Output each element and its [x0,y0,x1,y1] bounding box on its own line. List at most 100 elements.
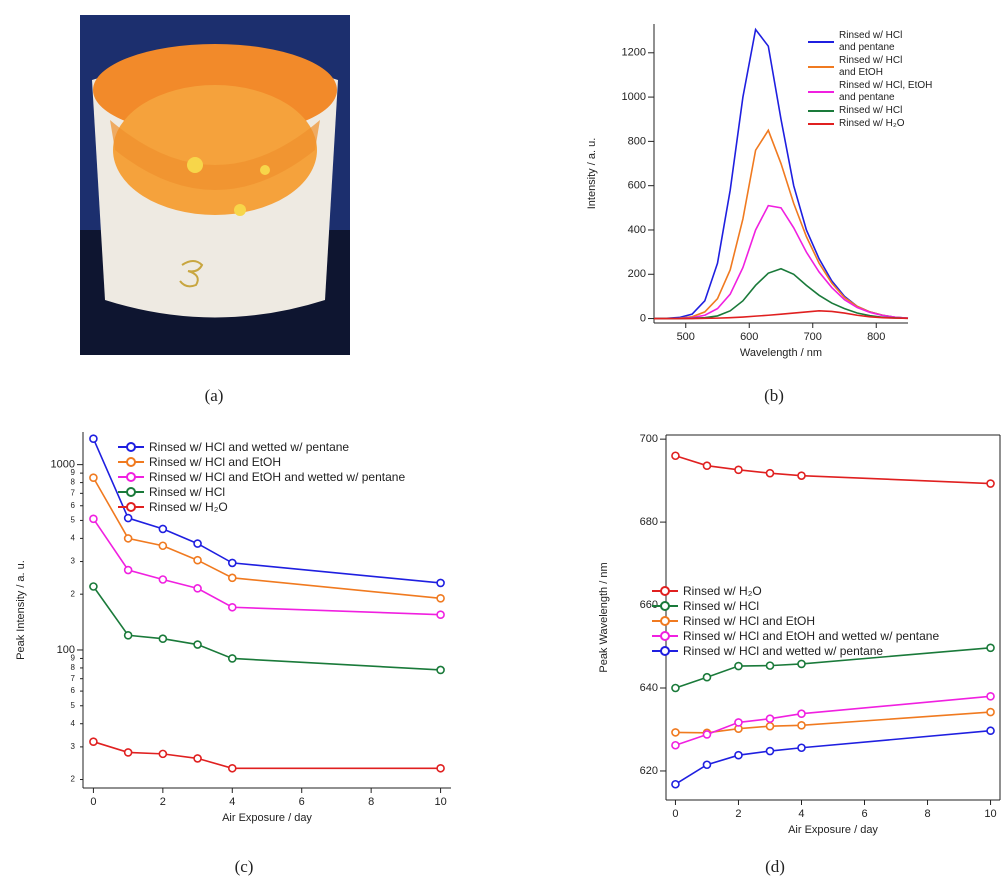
legend-entry: Rinsed w/ HCl [118,485,405,499]
data-point [986,479,995,488]
y-tick-label: 700 [640,433,658,445]
data-point [986,643,995,653]
y-tick-label: 7 [71,488,76,497]
legend: Rinsed w/ HCl and wetted w/ pentane Rinse… [118,440,405,515]
data-point [193,539,202,548]
data-point [765,721,775,731]
legend-label: Rinsed w/ HCl and EtOH and wetted w/ pen… [149,470,406,484]
legend-label: Rinsed w/ HCl and EtOH [149,455,282,469]
y-axis-label: Peak Wavelength / nm [598,562,610,672]
legend-label: Rinsed w/ HCl [839,105,903,116]
data-point [227,573,237,583]
legend-label: Rinsed w/ HCl and wetted w/ pentane [683,644,884,658]
data-point [227,558,237,568]
y-tick-label: 2 [71,775,76,784]
legend-marker [126,502,136,512]
y-tick-label: 9 [71,468,76,477]
y-tick-label: 3 [71,557,76,566]
data-point [671,451,680,461]
data-point [734,661,743,671]
y-tick-label: 9 [71,654,76,663]
y-tick-label: 4 [71,533,76,542]
data-point [193,640,202,649]
series-line [92,477,441,600]
data-point [227,654,237,663]
data-point [765,661,775,670]
series-line [92,518,441,616]
legend-entry: Rinsed w/ HCl [808,105,932,117]
x-tick-label: 8 [368,796,374,808]
legend-marker [660,646,670,656]
y-tick-label: 7 [71,674,76,683]
legend-entry: Rinsed w/ H₂O [652,584,939,598]
y-tick-label: 6 [71,686,76,695]
legend-entry: Rinsed w/ HCl and wetted w/ pentane [652,644,939,658]
x-tick-label: 8 [924,808,930,820]
x-tick-label: 4 [229,796,235,808]
legend-entry: Rinsed w/ HCl and wetted w/ pentane [118,440,405,454]
legend-entry: Rinsed w/ HCl and EtOH [808,55,932,79]
x-tick-label: 0 [672,808,678,820]
legend-entry: Rinsed w/ HCl, EtOH and pentane [808,80,932,104]
y-tick-label: 600 [628,180,646,192]
data-point [734,465,743,475]
y-tick-label: 800 [628,135,646,147]
legend-marker [660,616,670,626]
data-point [158,749,168,759]
data-point [797,471,806,480]
x-tick-label: 600 [740,331,758,343]
y-tick-label: 1000 [51,459,75,471]
data-point [734,718,743,727]
data-point [797,659,806,669]
legend-swatch [118,457,144,467]
y-tick-label: 8 [71,663,76,672]
y-tick-label: 660 [640,599,658,611]
legend-entry: Rinsed w/ HCl [652,599,939,613]
legend-label: Rinsed w/ HCl [149,485,226,499]
series-line [92,438,441,584]
legend: Rinsed w/ HCl and pentane Rinsed w/ HCl a… [808,30,932,131]
legend-swatch [652,601,678,611]
legend-marker [660,601,670,611]
legend-label: Rinsed w/ HCl, EtOH and pentane [839,80,933,103]
legend-marker [126,457,136,467]
data-point [436,578,445,588]
x-axis-label: Air Exposure / day [788,824,878,836]
legend-marker [660,631,670,641]
x-axis-label: Wavelength / nm [740,347,822,359]
plot: 0 2 4 6 8 10 620 640 660 680 700 Air Exposure / day… [598,433,1001,836]
y-tick-label: 0 [640,312,646,324]
legend-label: Rinsed w/ H₂O [683,584,762,598]
legend-label: Rinsed w/ HCl and pentane [839,30,903,53]
series-line [675,454,991,485]
data-point [123,565,133,575]
data-point [158,524,168,534]
legend-marker [126,487,136,497]
y-axis-label: Intensity / a. u. [586,138,598,210]
legend-label: Rinsed w/ HCl and EtOH and wetted w/ pen… [683,629,940,643]
legend-entry: Rinsed w/ HCl and EtOH [652,614,939,628]
legend-swatch [652,616,678,626]
data-point [158,575,168,584]
data-point [986,692,995,701]
data-point [436,610,445,619]
y-tick-label: 1200 [622,47,646,59]
y-tick-label: 3 [71,742,76,751]
legend: Rinsed w/ H₂O Rinsed w/ HCl Rinsed w/ HCl … [652,584,939,659]
caption: (c) [235,857,254,876]
legend-entry: Rinsed w/ HCl and pentane [808,30,932,54]
data-point [702,672,712,682]
data-point [671,728,680,737]
y-tick-label: 200 [628,268,646,280]
y-axis-label: Peak Intensity / a. u. [15,560,27,660]
x-tick-label: 6 [299,796,305,808]
data-point [765,746,775,756]
data-point [193,754,202,763]
legend-label: Rinsed w/ H₂O [149,500,228,514]
data-point [797,709,806,719]
x-tick-label: 10 [984,808,996,820]
legend-swatch [808,123,834,125]
series-line [93,740,441,770]
y-tick-label: 8 [71,478,76,487]
